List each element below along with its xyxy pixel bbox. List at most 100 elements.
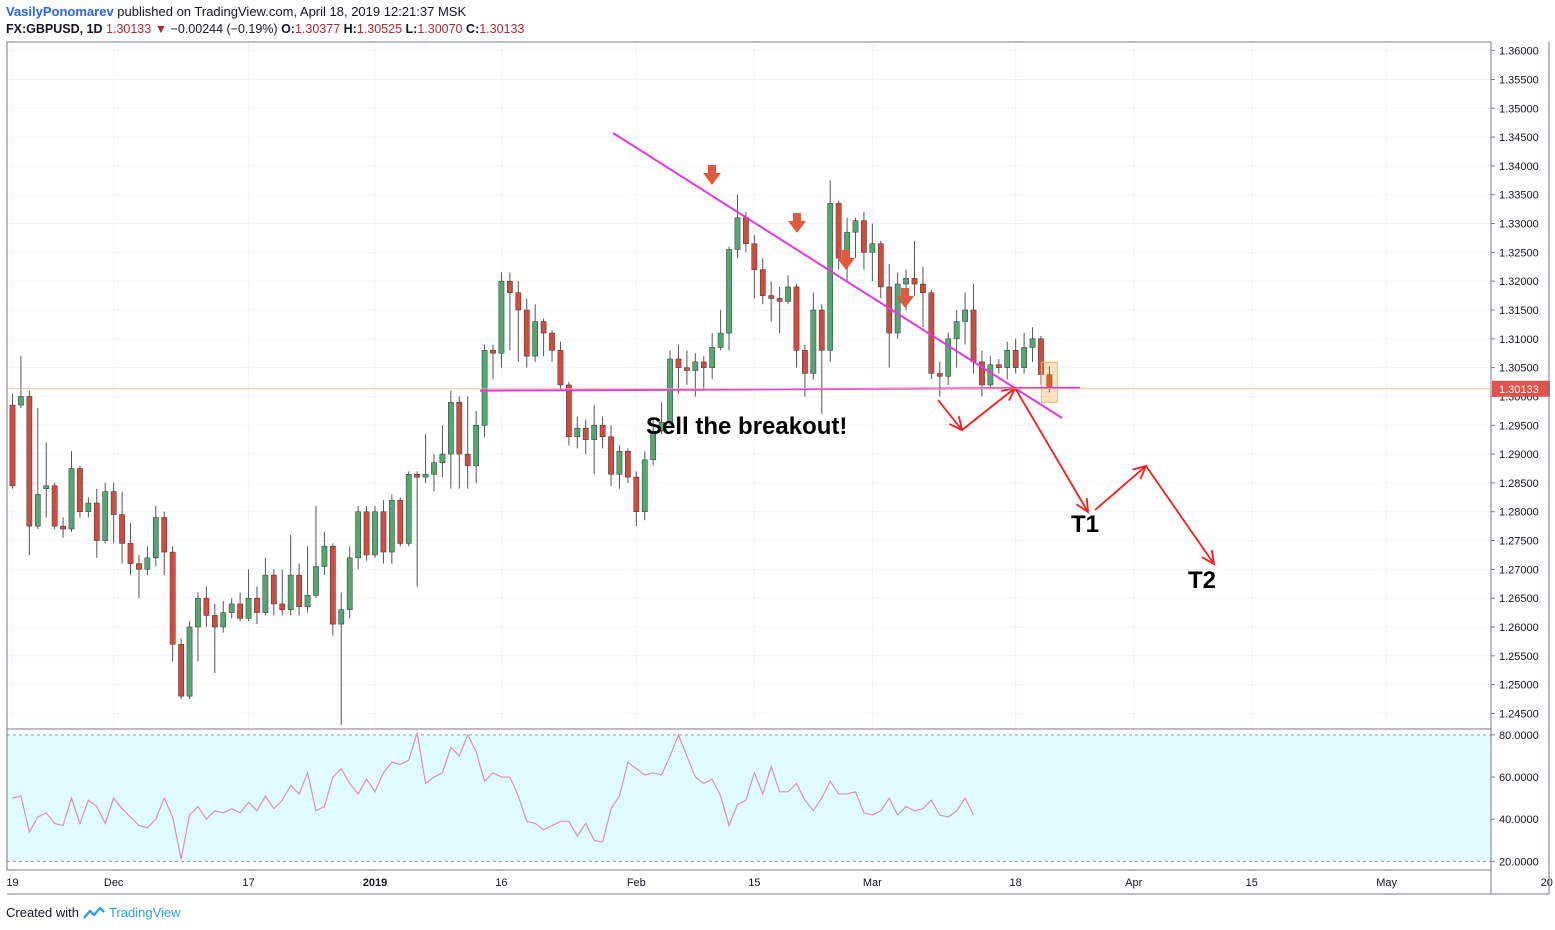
high-label: H: — [343, 22, 357, 36]
candle-up — [389, 494, 395, 564]
candle-down — [169, 546, 176, 662]
price-tick-label: 1.36000 — [1499, 46, 1539, 58]
arrow-shaft — [937, 399, 963, 431]
candle-down — [279, 569, 286, 616]
time-axis[interactable]: 19Dec17201916Feb15Mar18Apr15May20Jun17Ju… — [6, 877, 1555, 889]
candle-up — [220, 601, 227, 633]
candle-down — [625, 448, 631, 483]
candle-down — [237, 592, 243, 622]
candle-body — [473, 425, 479, 466]
candle-down — [60, 517, 66, 538]
candle-body — [700, 361, 707, 368]
candle-body — [835, 203, 842, 259]
pane-frames — [6, 41, 1550, 895]
candle-body — [793, 286, 800, 351]
candle-body — [195, 597, 201, 628]
price-tick-label: 1.33000 — [1499, 219, 1539, 231]
candle-body — [827, 203, 834, 351]
candle-up — [953, 309, 960, 368]
publish-info: VasilyPonomarev published on TradingView… — [6, 4, 466, 19]
time-tick-label: 17 — [242, 877, 254, 889]
price-tick-label: 1.31000 — [1499, 334, 1539, 346]
candle-up — [641, 451, 648, 521]
tradingview-brand[interactable]: TradingView — [108, 905, 181, 920]
candle-down — [9, 393, 16, 489]
candle-body — [321, 546, 328, 567]
rsi-tick-label: 40.0000 — [1499, 814, 1539, 826]
price-tick-label: 1.28500 — [1499, 478, 1539, 490]
candle-body — [1004, 350, 1011, 368]
price-tick-label: 1.27000 — [1499, 564, 1539, 576]
last-candle-highlight — [1040, 361, 1058, 403]
candle-body — [110, 491, 117, 515]
candle-body — [329, 546, 336, 625]
candle-body — [380, 511, 387, 553]
candle-down — [136, 554, 142, 599]
candle-down — [861, 212, 867, 270]
candle-body — [743, 217, 749, 244]
candle-up — [1004, 341, 1011, 380]
candle-up — [228, 598, 235, 619]
projection-arrow — [1094, 464, 1148, 511]
candle-down — [161, 511, 168, 576]
candle-up — [448, 390, 454, 489]
candle-down — [979, 350, 985, 397]
candle-body — [1012, 350, 1019, 368]
candle-body — [920, 283, 926, 293]
candle-up — [852, 217, 859, 259]
price-tick-label: 1.28000 — [1499, 507, 1539, 519]
candle-body — [414, 474, 420, 478]
candle-down — [254, 586, 260, 625]
marker-head — [703, 173, 721, 185]
author-link[interactable]: VasilyPonomarev — [6, 4, 114, 19]
candle-down — [886, 263, 893, 368]
candle-down — [995, 358, 1002, 374]
low-value: 1.30070 — [417, 22, 463, 36]
candle-down — [633, 471, 640, 527]
candle-up — [1029, 327, 1036, 362]
candle-body — [245, 597, 252, 619]
symbol-label: FX:GBPUSD, 1D — [6, 22, 103, 36]
candle-up — [321, 531, 328, 576]
price-tick-label: 1.29000 — [1499, 449, 1539, 461]
candle-body — [936, 373, 943, 377]
candle-body — [625, 450, 631, 478]
price-change: −0.00244 (−0.19%) — [170, 22, 278, 36]
candle-down — [93, 488, 100, 558]
last-price-tag-label: 1.30133 — [1499, 384, 1539, 396]
time-tick-label: 15 — [1246, 877, 1258, 889]
price-tick-label: 1.35000 — [1499, 103, 1539, 115]
price-axis[interactable]: 1.36000 1.35500 1.35000 1.34500 1.34000 1.335… — [1491, 46, 1550, 869]
candle-body — [507, 280, 513, 293]
candle-up — [591, 405, 598, 475]
candle-up — [262, 557, 269, 616]
down-marker-icon — [837, 250, 855, 270]
candle-down — [211, 603, 218, 674]
candle-down — [675, 344, 682, 394]
candle-body — [464, 453, 471, 466]
projection-arrow — [961, 386, 1017, 431]
candle-down — [329, 543, 336, 636]
candle-up — [650, 419, 657, 466]
candle-body — [582, 427, 589, 440]
footer: Created with TradingView — [6, 905, 181, 920]
price-tick-label: 1.34500 — [1499, 132, 1539, 144]
candle-body — [26, 396, 33, 527]
candle-body — [439, 453, 446, 463]
candle-up — [152, 505, 159, 567]
target1-label: T1 — [1071, 511, 1099, 538]
candle-down — [936, 361, 943, 397]
candle-body — [237, 603, 243, 619]
candle-up — [574, 416, 581, 449]
candle-body — [751, 243, 758, 270]
time-tick-label: 16 — [495, 877, 507, 889]
candle-body — [523, 309, 530, 357]
low-label: L: — [405, 22, 418, 36]
candle-up — [34, 407, 41, 530]
candle-body — [658, 422, 665, 432]
price-grid — [7, 42, 1548, 865]
candle-body — [641, 459, 648, 512]
candle-body — [102, 491, 109, 541]
candle-body — [869, 243, 876, 253]
